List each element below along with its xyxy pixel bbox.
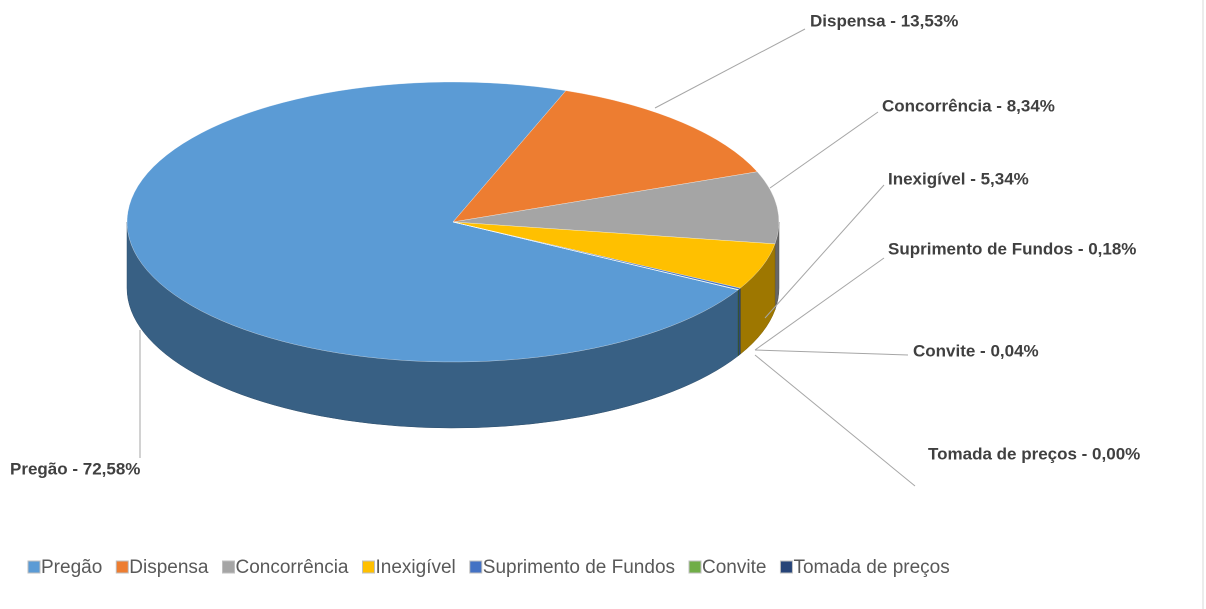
data-label: Inexigível - 5,34% bbox=[888, 169, 1029, 188]
legend-swatch bbox=[115, 560, 129, 574]
leader-line bbox=[764, 184, 885, 319]
slice-side bbox=[738, 287, 741, 357]
legend-swatch bbox=[27, 560, 41, 574]
leader-line bbox=[754, 354, 916, 487]
leader-line bbox=[654, 28, 806, 109]
legend-swatch bbox=[779, 560, 793, 574]
legend-swatch bbox=[362, 560, 375, 574]
slice bbox=[126, 81, 739, 363]
leader-line bbox=[754, 349, 909, 356]
legend-label: Suprimento de Fundos bbox=[483, 557, 675, 578]
legend-label: Tomada de preços bbox=[793, 557, 949, 578]
legend-swatch bbox=[469, 560, 483, 574]
slice bbox=[452, 90, 758, 223]
legend-label: Pregão bbox=[41, 557, 102, 578]
data-label: Dispensa - 13,53% bbox=[810, 11, 958, 30]
data-label: Suprimento de Fundos - 0,18% bbox=[888, 239, 1136, 258]
legend-swatch bbox=[688, 560, 702, 574]
legend-label: Convite bbox=[702, 557, 766, 578]
leader-line bbox=[754, 257, 885, 351]
legend-swatch bbox=[222, 560, 235, 574]
slice bbox=[452, 171, 780, 245]
legend-label: Concorrência bbox=[236, 557, 349, 578]
leader-line bbox=[769, 111, 879, 189]
data-label: Concorrência - 8,34% bbox=[882, 96, 1055, 115]
data-label: Pregão - 72,58% bbox=[10, 459, 140, 478]
legend-label: Dispensa bbox=[129, 557, 209, 578]
data-label: Convite - 0,04% bbox=[913, 341, 1039, 360]
data-label: Tomada de preços - 0,00% bbox=[928, 444, 1140, 463]
legend-label: Inexigível bbox=[376, 557, 456, 578]
